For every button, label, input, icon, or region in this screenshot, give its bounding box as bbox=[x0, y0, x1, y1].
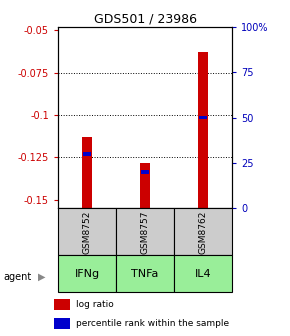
Bar bbox=[141, 170, 149, 174]
Text: IFNg: IFNg bbox=[75, 269, 99, 279]
Text: TNFa: TNFa bbox=[131, 269, 159, 279]
Bar bbox=[55, 318, 70, 329]
Bar bbox=[199, 116, 207, 119]
Title: GDS501 / 23986: GDS501 / 23986 bbox=[93, 13, 197, 26]
Bar bbox=[82, 137, 92, 208]
Text: ▶: ▶ bbox=[38, 272, 45, 282]
Bar bbox=[58, 208, 116, 255]
Text: GSM8752: GSM8752 bbox=[82, 210, 92, 254]
Text: GSM8762: GSM8762 bbox=[198, 210, 208, 254]
Text: GSM8757: GSM8757 bbox=[140, 210, 150, 254]
Text: log ratio: log ratio bbox=[77, 300, 114, 309]
Text: IL4: IL4 bbox=[195, 269, 211, 279]
Bar bbox=[140, 163, 150, 208]
Bar bbox=[116, 255, 174, 292]
Bar bbox=[198, 52, 208, 208]
Text: percentile rank within the sample: percentile rank within the sample bbox=[77, 319, 230, 328]
Bar bbox=[58, 255, 116, 292]
Bar bbox=[116, 208, 174, 255]
Text: agent: agent bbox=[3, 272, 31, 282]
Bar bbox=[83, 152, 91, 156]
Bar bbox=[55, 299, 70, 310]
Bar bbox=[174, 255, 232, 292]
Bar bbox=[174, 208, 232, 255]
